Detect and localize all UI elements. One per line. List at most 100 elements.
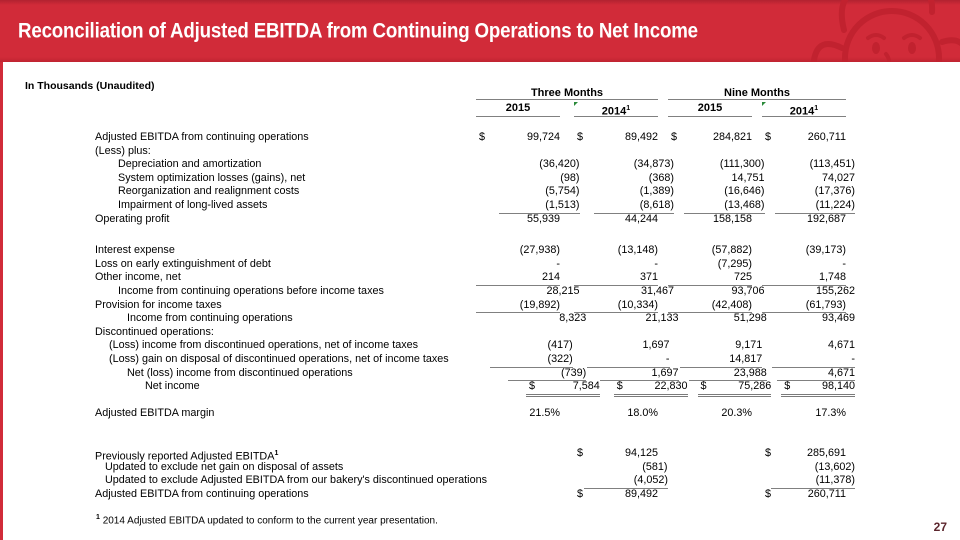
table-row: Income from continuing operations 8,323 21…	[95, 312, 855, 326]
year-header: 2015	[668, 101, 752, 117]
cell-value: (98)	[560, 171, 580, 184]
currency-symbol: $	[479, 131, 486, 143]
cell-value: -	[772, 353, 855, 368]
cell-value	[574, 145, 658, 159]
table-row: Provision for income taxes (19,892) (10,33…	[95, 298, 855, 314]
row-label: Interest expense	[95, 244, 175, 257]
cell-value: -	[654, 257, 658, 270]
currency-symbol: $	[577, 447, 584, 460]
cell-value	[668, 145, 752, 159]
cell-value: (581)	[642, 460, 668, 473]
row-label: (Less) plus:	[95, 144, 151, 157]
cell-value: 4,671	[827, 339, 855, 352]
cell-value: 31,467	[640, 284, 674, 297]
wendys-girl-logo-icon	[810, 0, 960, 62]
currency-symbol: $	[784, 380, 791, 393]
cell-value: (27,938)	[519, 244, 560, 257]
cell-value: 1,697	[642, 339, 670, 352]
cell-value: 9,171	[735, 339, 763, 352]
cell-value: (1,389)	[639, 185, 674, 198]
row-label: Depreciation and amortization	[118, 158, 262, 171]
table-row: (Less) plus:	[95, 145, 855, 159]
cell-value: 158,158	[712, 212, 752, 225]
table-row: Impairment of long-lived assets (1,513) (8…	[95, 198, 855, 214]
currency-symbol: $	[765, 131, 772, 143]
cell-value: $98,140	[781, 380, 855, 397]
row-label: Discontinued operations:	[95, 325, 214, 338]
cell-value	[476, 145, 560, 159]
table-body: Adjusted EBITDA from continuing operatio…	[95, 131, 855, 502]
cell-value: (19,892)	[476, 299, 560, 314]
cell-value: 93,706	[731, 284, 765, 297]
cell-value	[678, 474, 762, 488]
cell-value: (11,224)	[774, 199, 855, 214]
cell-value: $284,821	[671, 131, 752, 143]
footnote-sup: 1	[96, 514, 100, 521]
cell-value: (16,646)	[724, 185, 765, 198]
cell-value: (7,295)	[717, 257, 752, 270]
currency-symbol: $	[577, 131, 584, 143]
row-label: Provision for income taxes	[95, 298, 222, 311]
row-label: Previously reported Adjusted EBITDA1	[95, 450, 279, 463]
cell-value: 44,244	[624, 212, 658, 225]
financial-table: Three Months Nine Months 2015 20141 2015…	[95, 84, 855, 502]
cell-value: 725	[668, 271, 752, 286]
cell-value: 371	[574, 271, 658, 286]
cell-value	[476, 326, 560, 340]
cell-value: (1,513)	[499, 199, 580, 214]
table-row: Net income $7,584 $22,830 $75,286 $98,140	[95, 380, 855, 397]
row-label: Updated to exclude Adjusted EBITDA from …	[105, 474, 487, 487]
cell-value: (322)	[490, 353, 573, 368]
row-label: Updated to exclude net gain on disposal …	[105, 460, 344, 473]
row-label: Impairment of long-lived assets	[118, 198, 268, 211]
year-header: 20141	[762, 101, 846, 118]
cell-value: $89,492	[577, 488, 658, 501]
left-accent-bar	[0, 62, 3, 540]
footnote-ref: 1	[626, 105, 631, 112]
group-header-row: Three Months Nine Months	[95, 84, 855, 100]
table-row: Income from continuing operations before…	[95, 285, 855, 299]
year-label: 2014	[789, 105, 815, 118]
cell-value: $260,711	[765, 488, 846, 501]
cell-value: 28,215	[546, 284, 580, 297]
cell-value: (10,334)	[574, 299, 658, 314]
currency-symbol: $	[529, 380, 536, 393]
cell-value	[486, 461, 570, 475]
cell-value: 93,469	[821, 312, 855, 325]
cell-value: (111,300)	[719, 158, 765, 171]
cell-value	[668, 326, 752, 340]
cell-value	[668, 488, 752, 502]
cell-value: $260,711	[765, 131, 846, 143]
cell-value: (4,052)	[584, 474, 668, 490]
cell-value: 4,671	[776, 367, 855, 382]
table-row: Updated to exclude net gain on disposal …	[95, 461, 855, 475]
cell-value	[678, 461, 762, 475]
table-row: Operating profit 55,939 44,244 158,158 192,6…	[95, 213, 855, 227]
cell-value	[762, 326, 846, 340]
cell-value: 155,262	[815, 284, 855, 297]
table-row: Reorganization and realignment costs (5,7…	[95, 185, 855, 199]
row-label: Adjusted EBITDA margin	[95, 406, 215, 419]
year-label: 2015	[697, 102, 723, 114]
cell-value: (17,376)	[814, 185, 855, 198]
row-label: (Loss) income from discontinued operatio…	[109, 339, 419, 352]
table-row: System optimization losses (gains), net (…	[95, 172, 855, 186]
units-label: In Thousands (Unaudited)	[25, 80, 155, 92]
cell-value: 18.0%	[627, 406, 658, 419]
currency-symbol: $	[765, 488, 772, 501]
cell-value: $285,691	[765, 447, 846, 460]
currency-symbol: $	[671, 131, 678, 143]
table-row: Interest expense (27,938) (13,148) (57,882)…	[95, 244, 855, 258]
table-row: Depreciation and amortization (36,420) (34…	[95, 158, 855, 172]
table-row: (Loss) gain on disposal of discontinued …	[95, 353, 855, 368]
year-header: 20141	[574, 101, 658, 118]
table-row: Loss on early extinguishment of debt - - (7…	[95, 258, 855, 272]
cell-value: -	[586, 353, 670, 368]
currency-symbol: $	[700, 380, 707, 393]
page-title: Reconciliation of Adjusted EBITDA from C…	[18, 18, 698, 43]
cell-value: $75,286	[697, 380, 772, 397]
cell-value: 51,298	[733, 312, 767, 325]
footnote-ref: 1	[814, 105, 819, 112]
comment-marker-icon	[762, 102, 766, 106]
